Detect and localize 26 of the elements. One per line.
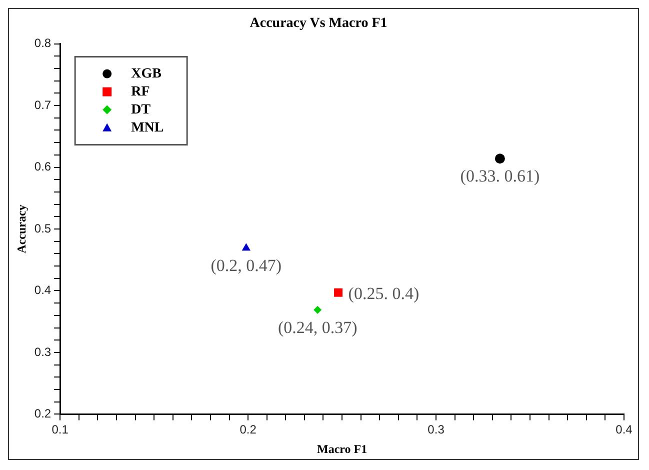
data-label: (0.24, 0.37) — [278, 318, 358, 337]
chart-title: Accuracy Vs Macro F1 — [250, 16, 388, 32]
data-label: (0.25. 0.4) — [348, 284, 420, 304]
data-label: (0.33. 0.61) — [460, 166, 540, 186]
y-tick-label: 0.2 — [34, 406, 52, 421]
x-tick-label: 0.2 — [240, 422, 257, 437]
x-tick-label: 0.3 — [428, 422, 445, 437]
y-tick-label: 0.3 — [34, 344, 52, 359]
x-tick-label: 0.4 — [616, 422, 633, 437]
point — [494, 154, 505, 164]
point — [314, 306, 322, 314]
x-axis-title: Macro F1 — [316, 442, 368, 456]
y-tick-label: 0.8 — [34, 36, 52, 50]
legend-label: MNL — [131, 120, 164, 136]
y-tick-label: 0.6 — [34, 160, 52, 174]
y-axis-title: Accuracy — [14, 204, 28, 254]
y-tick-label: 0.4 — [34, 283, 52, 298]
y-tick-label: 0.7 — [34, 98, 52, 112]
legend-label: XGB — [131, 66, 162, 82]
legend-label: DT — [131, 102, 152, 118]
point — [242, 243, 251, 251]
legend-label: RF — [131, 84, 150, 100]
x-tick-label: 0.1 — [52, 422, 69, 437]
data-label: (0.2, 0.47) — [210, 256, 282, 276]
y-tick-label: 0.5 — [34, 221, 52, 236]
point — [334, 288, 343, 297]
